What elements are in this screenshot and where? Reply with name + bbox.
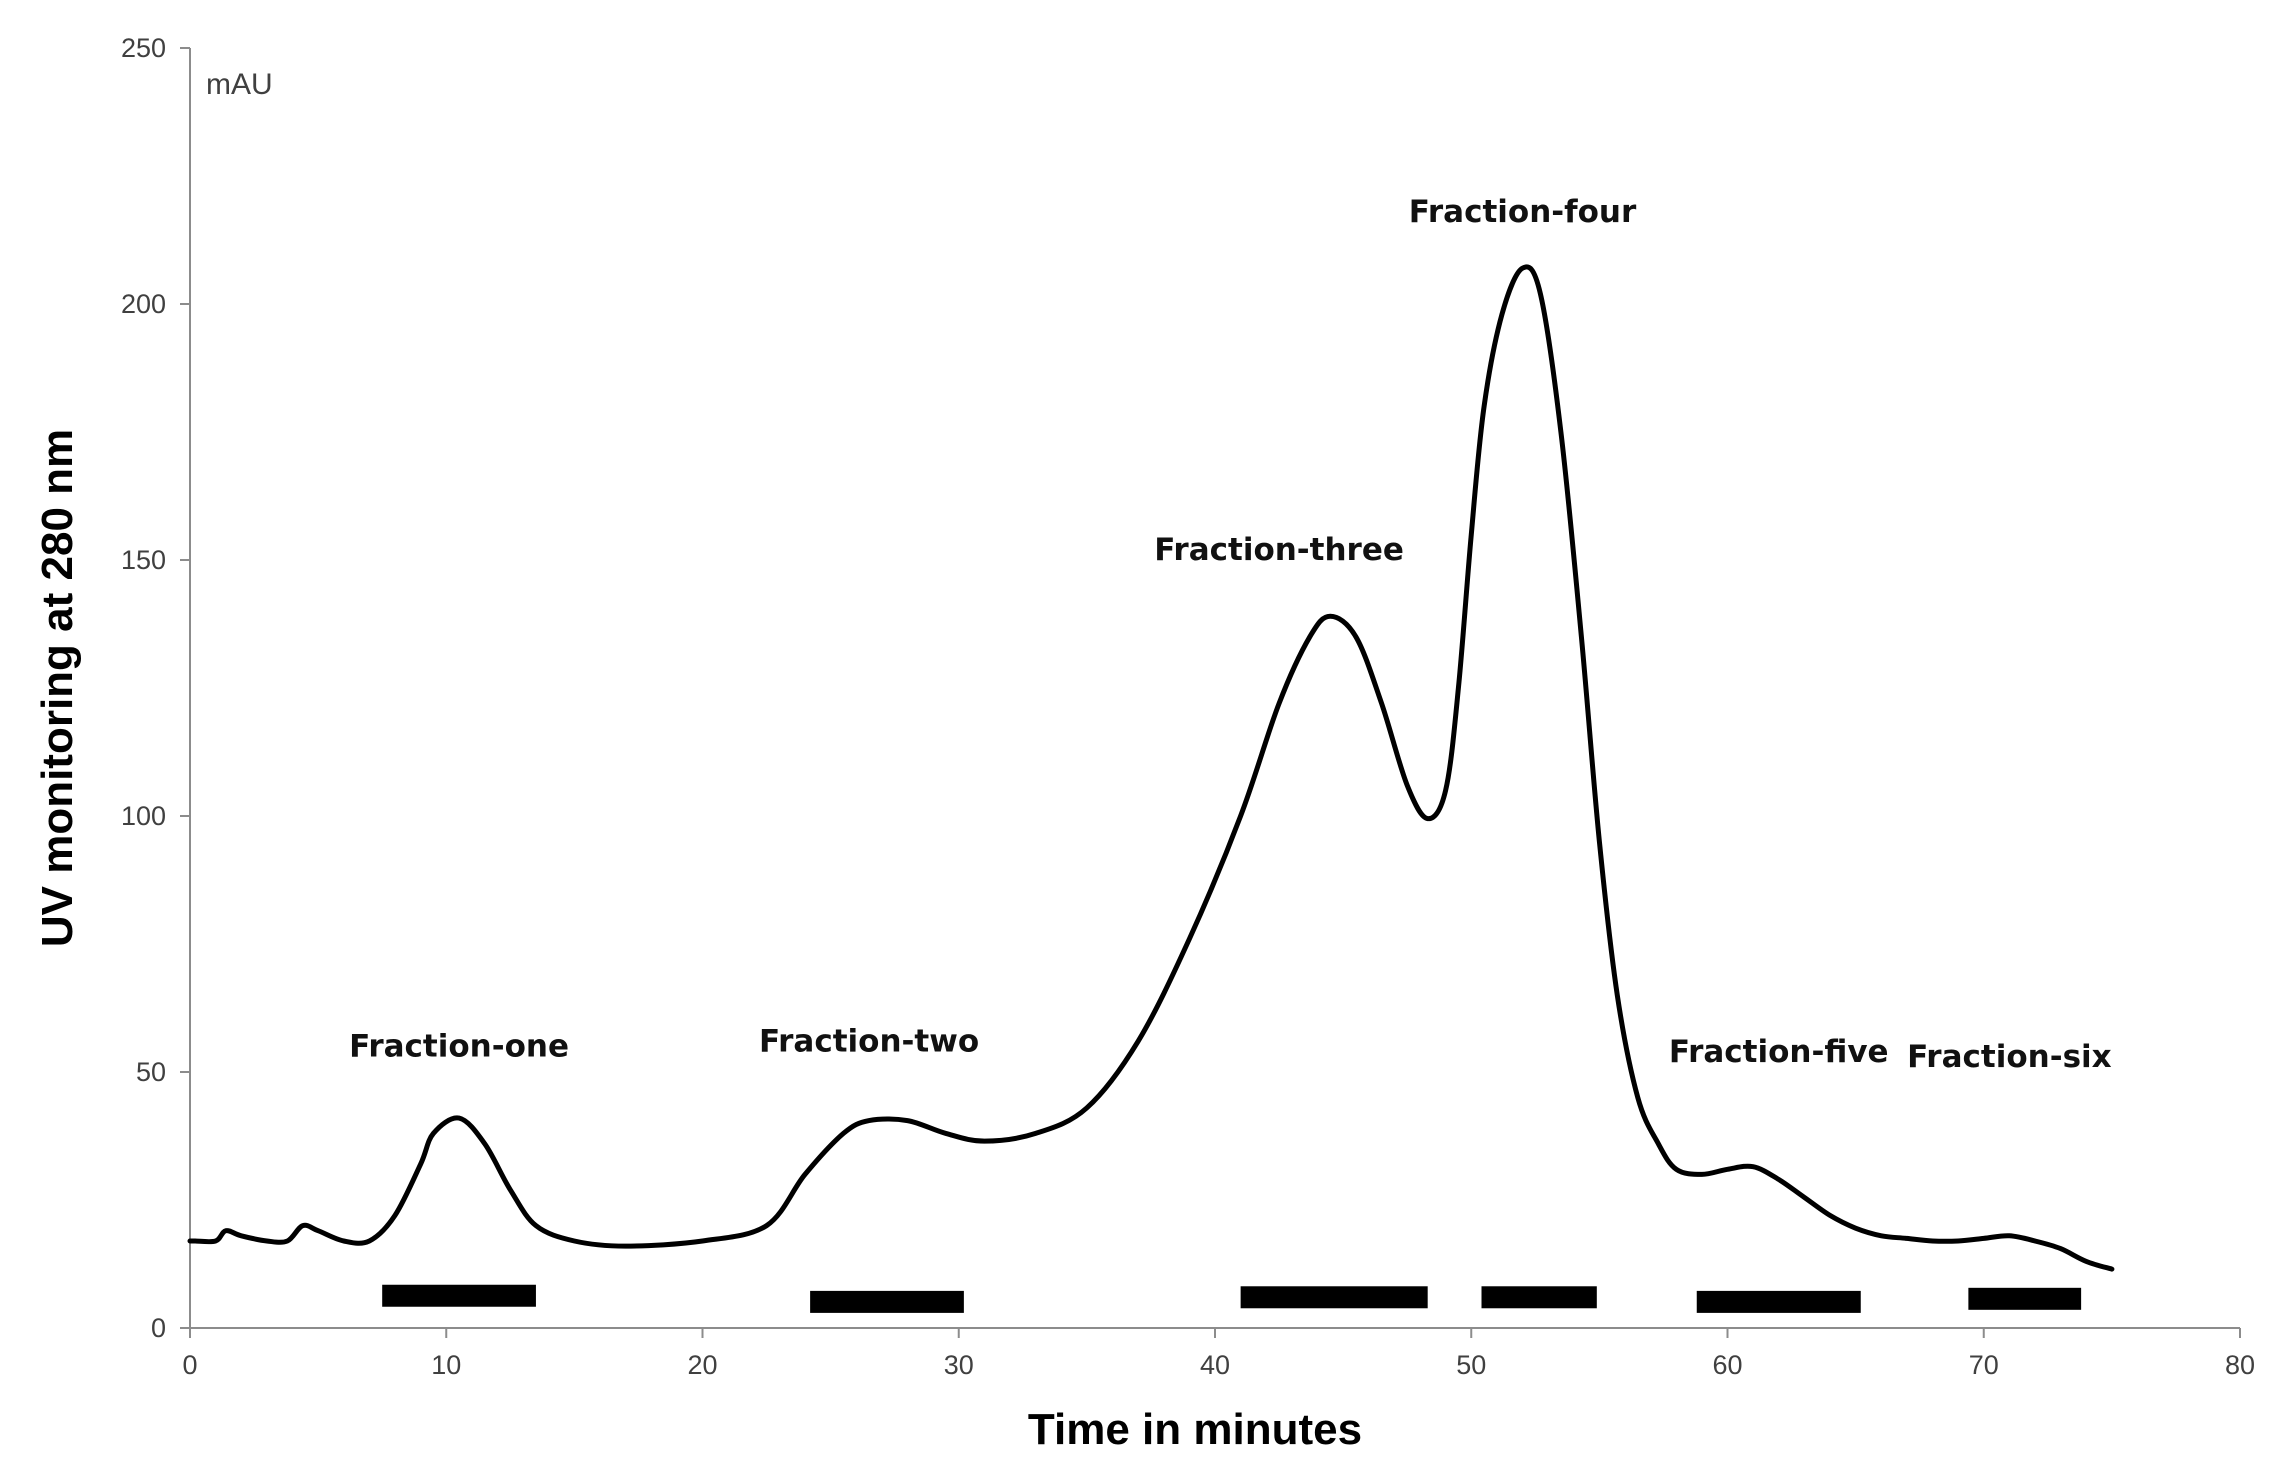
fraction-bar-5	[1696, 1290, 1861, 1313]
y-tick-label: 150	[121, 545, 166, 575]
fraction-label-6: Fraction-six	[1907, 1039, 2112, 1075]
fraction-label-3: Fraction-three	[1154, 532, 1404, 568]
fraction-annotations: Fraction-one Fraction-two Fraction-three Fr…	[349, 194, 2112, 1075]
fraction-label-4: Fraction-four	[1409, 194, 1637, 230]
fraction-bar-3	[1240, 1286, 1428, 1309]
fraction-label-1: Fraction-one	[349, 1029, 569, 1065]
fraction-bars	[382, 1284, 2082, 1313]
x-axis-title: Time in minutes	[1028, 1405, 1362, 1454]
x-axis: 0 10 20 30 40 50 60 70 80	[182, 1327, 2255, 1380]
fraction-label-2: Fraction-two	[759, 1024, 979, 1060]
x-tick-label: 30	[944, 1350, 974, 1380]
y-tick-label: 0	[151, 1313, 166, 1343]
y-axis: 0 50 100 150 200 250	[121, 33, 191, 1343]
fraction-label-5: Fraction-five	[1669, 1034, 1889, 1070]
y-tick-label: 50	[136, 1057, 166, 1087]
y-tick-label: 100	[121, 801, 166, 831]
x-tick-label: 80	[2225, 1350, 2255, 1380]
x-tick-label: 70	[1969, 1350, 1999, 1380]
x-tick-label: 40	[1200, 1350, 1230, 1380]
x-tick-label: 50	[1456, 1350, 1486, 1380]
x-tick-label: 60	[1712, 1350, 1742, 1380]
y-tick-label: 250	[121, 33, 166, 63]
y-tick-label: 200	[121, 289, 166, 319]
fraction-bar-2	[810, 1290, 964, 1313]
x-tick-label: 20	[687, 1350, 717, 1380]
fraction-bar-6	[1968, 1287, 2082, 1310]
y-axis-title: UV monitoring at 280 nm	[33, 429, 82, 947]
y-unit-label: mAU	[206, 68, 273, 101]
uv-trace-line	[187, 264, 2115, 1272]
fraction-bar-1	[382, 1284, 536, 1307]
x-tick-label: 0	[182, 1350, 197, 1380]
x-tick-label: 10	[431, 1350, 461, 1380]
fraction-bar-4	[1481, 1286, 1597, 1309]
